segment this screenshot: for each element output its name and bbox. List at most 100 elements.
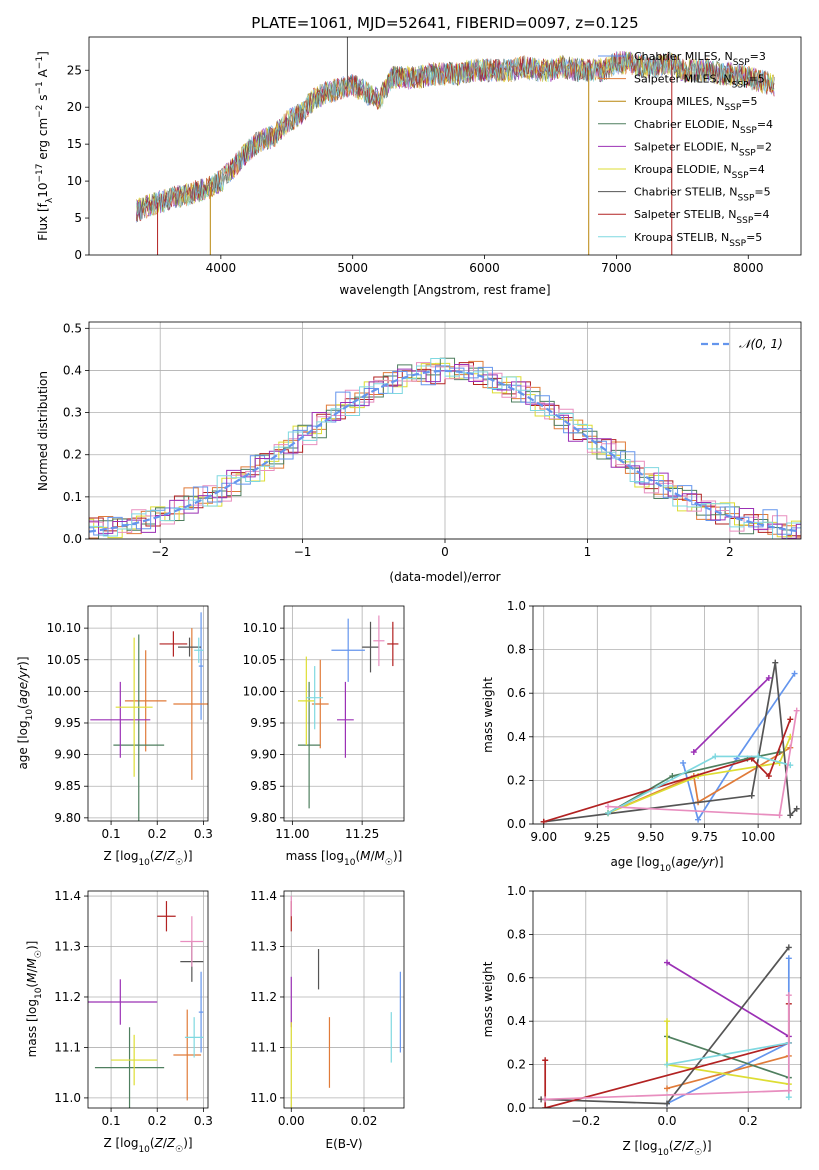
y-tick-label: 0.0 — [507, 1101, 526, 1115]
error-point — [387, 621, 399, 667]
label-part: A — [36, 68, 50, 81]
legend-label: Chabrier STELIB, NSSP=5 — [634, 186, 771, 204]
normal-curve — [89, 369, 801, 533]
axes-frame — [283, 890, 405, 1109]
x-tick-label: 0 — [441, 545, 449, 559]
weight-marker — [605, 803, 612, 810]
y-tick-label: 9.85 — [250, 779, 277, 793]
x-tick-label: 9.00 — [530, 830, 557, 844]
y-tick-label: 0.8 — [507, 927, 526, 941]
x-tick-label: 0.2 — [148, 1114, 167, 1128]
label-part: SSP — [732, 171, 749, 181]
weight-marker — [793, 805, 800, 812]
error-point — [198, 971, 204, 1053]
error-point — [88, 979, 158, 1025]
weight-marker — [695, 816, 702, 823]
weight-marker — [690, 749, 697, 756]
axes-frame — [532, 605, 802, 825]
x-tick-label: 4000 — [206, 261, 237, 275]
plot-area — [297, 615, 399, 809]
label-part: / — [370, 849, 375, 863]
label-part: Salpeter ELODIE, N — [634, 140, 739, 153]
error-point — [198, 612, 204, 720]
plot-area — [290, 896, 401, 1108]
y-tick-label: 0.0 — [507, 817, 526, 831]
weight-marker — [605, 810, 612, 817]
x-tick-label: 0.3 — [194, 827, 213, 841]
y-tick-label: 25 — [67, 63, 82, 77]
error-point — [173, 1009, 202, 1101]
histogram-step — [89, 365, 801, 536]
label-part: Chabrier ELODIE, N — [634, 118, 740, 131]
weight-marker — [772, 659, 779, 666]
weight-marker — [793, 707, 800, 714]
plot-area — [88, 901, 204, 1108]
plot-area — [89, 357, 801, 539]
y-tick-label: 9.80 — [250, 811, 277, 825]
legend-label: Kroupa STELIB, NSSP=5 — [634, 231, 762, 249]
label-part: age/yr — [16, 665, 30, 704]
x-tick-label: 7000 — [601, 261, 632, 275]
label-part: =3 — [750, 50, 766, 63]
label-part: =5 — [741, 95, 757, 108]
label-part: Z — [166, 1136, 176, 1150]
weight-marker — [785, 944, 792, 951]
y-tick-label: 10.00 — [47, 684, 81, 698]
label-part: =5 — [754, 186, 770, 199]
x-tick-label: −0.2 — [571, 1114, 600, 1128]
label-part: ( — [25, 983, 39, 988]
y-tick-label: 0.6 — [507, 971, 526, 985]
x-axis-label: (data-model)/error — [389, 570, 500, 584]
label-part: Kroupa ELODIE, N — [634, 163, 732, 176]
error-point — [297, 681, 321, 809]
y-tick-label: 0.8 — [507, 643, 526, 657]
y-tick-label: 0.0 — [63, 532, 82, 546]
error-point — [180, 916, 204, 967]
label-part: Salpeter MILES, N — [634, 73, 732, 86]
label-part: ( — [16, 704, 30, 709]
label-part: Chabrier STELIB, N — [634, 186, 738, 199]
label-part: ( — [671, 855, 676, 869]
y-tick-label: 11.4 — [54, 889, 81, 903]
plot-area — [90, 612, 208, 821]
y-tick-label: 11.2 — [250, 990, 277, 1004]
label-part: ☉ — [34, 950, 44, 958]
histogram-step — [89, 360, 801, 539]
axes-frame — [532, 890, 802, 1109]
error-point — [373, 615, 385, 667]
weight-marker — [542, 1105, 549, 1108]
y-tick-label: 10.10 — [243, 621, 277, 635]
weight-marker — [748, 792, 755, 799]
x-axis-label: wavelength [Angstrom, rest frame] — [339, 283, 550, 297]
weight-line — [543, 662, 798, 823]
axes-frame — [283, 605, 405, 822]
error-point — [124, 650, 167, 752]
y-tick-label: 11.2 — [54, 990, 81, 1004]
label-part: )] — [702, 1139, 711, 1153]
label-part: Chabrier MILES, N — [634, 50, 733, 63]
label-part: M — [25, 972, 39, 983]
weight-marker — [664, 1085, 670, 1092]
weight-line — [666, 961, 790, 1038]
error-point — [113, 634, 165, 821]
histogram-step — [89, 362, 801, 539]
y-axis-label: mass [log10(M/M☉)] — [25, 941, 44, 1058]
x-tick-label: −2 — [151, 545, 169, 559]
label-part: Flux [f — [36, 202, 50, 240]
plot-area — [538, 944, 792, 1108]
y-axis-label: mass weight — [481, 961, 495, 1037]
y-tick-label: 9.95 — [54, 716, 81, 730]
x-tick-label: 0.2 — [739, 1114, 758, 1128]
weight-line — [666, 1055, 790, 1090]
chart-weight_vs_age: 9.00 9.25 9.50 9.75 10.00 0.0 0.2 0.4 0.6 0.8 1.0 — [507, 599, 802, 844]
y-tick-label: 0.4 — [507, 730, 526, 744]
x-tick-label: 0.1 — [102, 827, 121, 841]
x-tick-label: 9.25 — [584, 830, 611, 844]
axes-frame — [87, 605, 209, 822]
chart-mass_vs_EBV: 0.00 0.02 11.0 11.1 11.2 11.3 11.4 — [250, 889, 405, 1128]
y-tick-label: 11.1 — [54, 1040, 81, 1054]
label-part: SSP — [733, 58, 750, 68]
legend-label: Salpeter STELIB, NSSP=4 — [634, 208, 770, 226]
y-axis-label: age [log10(age/yr)] — [16, 656, 35, 769]
chart-age_vs_Z: 0.1 0.2 0.3 9.80 9.85 9.90 9.95 10.00 10.05 10.10 — [47, 605, 213, 841]
